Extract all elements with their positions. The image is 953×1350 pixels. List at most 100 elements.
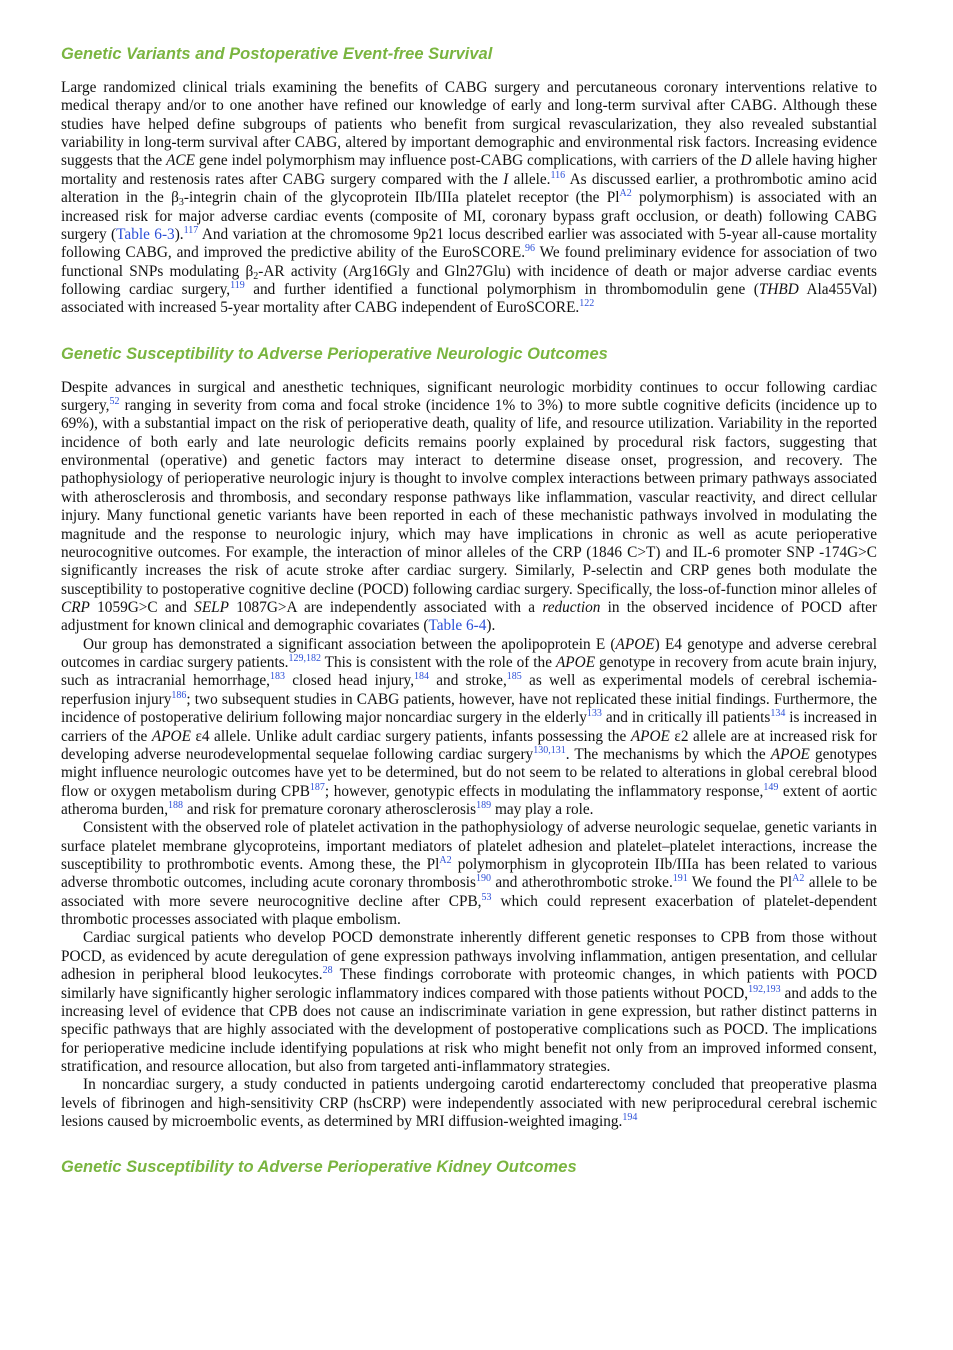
text-run: -integrin chain of the glycoprotein IIb/… — [183, 189, 620, 207]
citation: A2 — [619, 188, 632, 200]
paragraph: In noncardiac surgery, a study conducted… — [61, 1076, 877, 1131]
text-run: genotypes might influence neurologic out… — [61, 745, 877, 800]
text-run: Ala455Val) associated with increased 5-y… — [61, 280, 878, 317]
citation: 134 — [770, 708, 786, 720]
paragraph: Despite advances in surgical and anesthe… — [61, 379, 877, 636]
text-run: We found preliminary evidence for associ… — [61, 244, 877, 280]
text-run: -AR activity (Arg16Gly and Gln27Glu) wit… — [61, 262, 878, 298]
section-heading: Genetic Variants and Postoperative Event… — [61, 45, 493, 63]
text-run: which could represent exacerbation of pl… — [61, 892, 878, 929]
paragraph: Our group has demonstrated a significant… — [61, 636, 877, 820]
text-run: . The mechanisms by which the — [565, 745, 771, 763]
text-run: ε2 allele are at increased risk for deve… — [61, 727, 877, 763]
paragraph: Cardiac surgical patients who develop PO… — [61, 929, 877, 1076]
text-run: allele to be associated with more severe… — [61, 874, 878, 910]
citation: 191 — [672, 873, 688, 885]
paragraph: Consistent with the observed role of pla… — [61, 819, 877, 929]
table-link[interactable]: Table 6-3 — [116, 225, 175, 243]
text-run: ranging in severity from coma and focal … — [61, 397, 877, 598]
citation: 119 — [230, 279, 245, 291]
text-run: and risk for premature coronary atherosc… — [183, 800, 477, 818]
subscript: 2 — [253, 270, 259, 282]
citation: 194 — [622, 1112, 638, 1124]
italic-text: D — [740, 152, 752, 170]
section: Genetic Susceptibility to Adverse Periop… — [61, 1155, 877, 1179]
text-run: Large randomized clinical trials examini… — [61, 79, 877, 170]
citation: 188 — [168, 799, 184, 811]
citation: A2 — [792, 873, 805, 885]
citation: 96 — [525, 243, 536, 255]
section-heading: Genetic Susceptibility to Adverse Periop… — [61, 1158, 577, 1177]
italic-text: THBD — [758, 280, 799, 298]
text-run: Consistent with the observed role of pla… — [61, 819, 877, 874]
citation: 189 — [476, 799, 492, 811]
citation: A2 — [439, 855, 452, 867]
citation: 190 — [475, 873, 491, 885]
text-run: is increased in carriers of the — [61, 709, 877, 745]
text-run: ; two subsequent studies in CABG patient… — [61, 690, 878, 727]
text-run: Despite advances in surgical and anesthe… — [61, 378, 877, 415]
paragraph: Large randomized clinical trials examini… — [61, 79, 877, 318]
citation: 192,193 — [748, 983, 781, 995]
citation: 185 — [506, 671, 522, 683]
italic-text: APOE — [615, 635, 655, 653]
text-run: extent of aortic atheroma burden, — [61, 782, 877, 818]
citation: 130,131 — [533, 744, 566, 756]
text-run: Our group has demonstrated a significant… — [83, 635, 616, 653]
citation: 28 — [322, 965, 333, 977]
text-run: Cardiac surgical patients who develop PO… — [61, 929, 877, 984]
italic-text: APOE — [151, 727, 191, 745]
document: Genetic Variants and Postoperative Event… — [61, 42, 877, 1192]
italic-text: SELP — [194, 598, 230, 616]
text-run: and adds to the increasing level of evid… — [61, 984, 877, 1075]
italic-text: APOE — [630, 727, 670, 745]
text-run: This is consistent with the role of the — [320, 654, 556, 672]
citation: 52 — [109, 396, 120, 408]
text-run: polymorphism) is associated with an incr… — [61, 189, 877, 243]
text-run: and further identified a functional poly… — [244, 280, 759, 298]
text-run: ε4 allele. Unlike adult cardiac surgery … — [190, 727, 631, 745]
text-run: closed head injury, — [285, 672, 415, 690]
italic-text: APOE — [555, 654, 596, 672]
text-run: In noncardiac surgery, a study conducted… — [61, 1076, 877, 1131]
citation: 53 — [481, 891, 492, 903]
text-run: ) E4 genotype and adverse cerebral outco… — [61, 635, 877, 672]
citation: 183 — [270, 671, 285, 683]
table-link[interactable]: Table 6-4 — [428, 617, 487, 635]
text-run: and in critically ill patients — [601, 709, 771, 727]
text-run: And variation at the chromosome 9p21 loc… — [61, 225, 877, 262]
text-run: We found the Pl — [687, 874, 793, 892]
text-run: 1059G>C and — [89, 598, 195, 616]
text-run: polymorphism in glycoprotein IIb/IIIa ha… — [61, 856, 877, 892]
text-run: ; however, genotypic effects in modulati… — [324, 782, 764, 800]
citation: 133 — [586, 708, 602, 720]
section: Genetic Susceptibility to Adverse Periop… — [61, 342, 877, 1132]
citation: 187 — [309, 781, 325, 793]
italic-text: ACE — [166, 152, 195, 170]
citation: 186 — [171, 689, 187, 701]
citation: 122 — [579, 298, 595, 310]
text-run: These findings corroborate with proteomi… — [61, 966, 877, 1002]
citation: 149 — [763, 781, 779, 793]
italic-text: CRP — [61, 598, 90, 616]
section-heading: Genetic Susceptibility to Adverse Periop… — [61, 344, 608, 363]
italic-text: reduction — [542, 598, 601, 616]
text-run: may play a role. — [491, 800, 594, 818]
text-run: as well as experimental models of cerebr… — [61, 672, 877, 708]
text-run: allele. — [508, 170, 551, 188]
text-run: in the observed incidence of POCD after … — [61, 598, 877, 635]
citation: 129,182 — [288, 653, 321, 665]
text-run: As discussed earlier, a prothrombotic am… — [61, 170, 877, 207]
italic-text: APOE — [770, 745, 810, 763]
citation: 184 — [414, 671, 430, 683]
citation: 116 — [550, 169, 566, 181]
text-run: genotype in recovery from acute brain in… — [61, 654, 877, 690]
text-run: gene indel polymorphism may influence po… — [194, 152, 741, 170]
italic-text: I — [503, 170, 509, 188]
text-run: ). — [174, 225, 184, 243]
text-run: ). — [486, 617, 496, 635]
text-run: and atherothrombotic stroke. — [490, 874, 673, 892]
section: Genetic Variants and Postoperative Event… — [61, 42, 877, 318]
text-run: and stroke, — [429, 672, 507, 690]
